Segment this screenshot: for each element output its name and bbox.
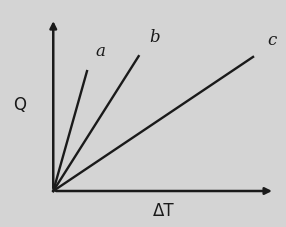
Text: Q: Q (13, 96, 26, 114)
Text: c: c (267, 32, 277, 49)
Text: b: b (149, 29, 160, 46)
Text: ΔT: ΔT (153, 202, 175, 220)
Text: a: a (95, 43, 105, 60)
